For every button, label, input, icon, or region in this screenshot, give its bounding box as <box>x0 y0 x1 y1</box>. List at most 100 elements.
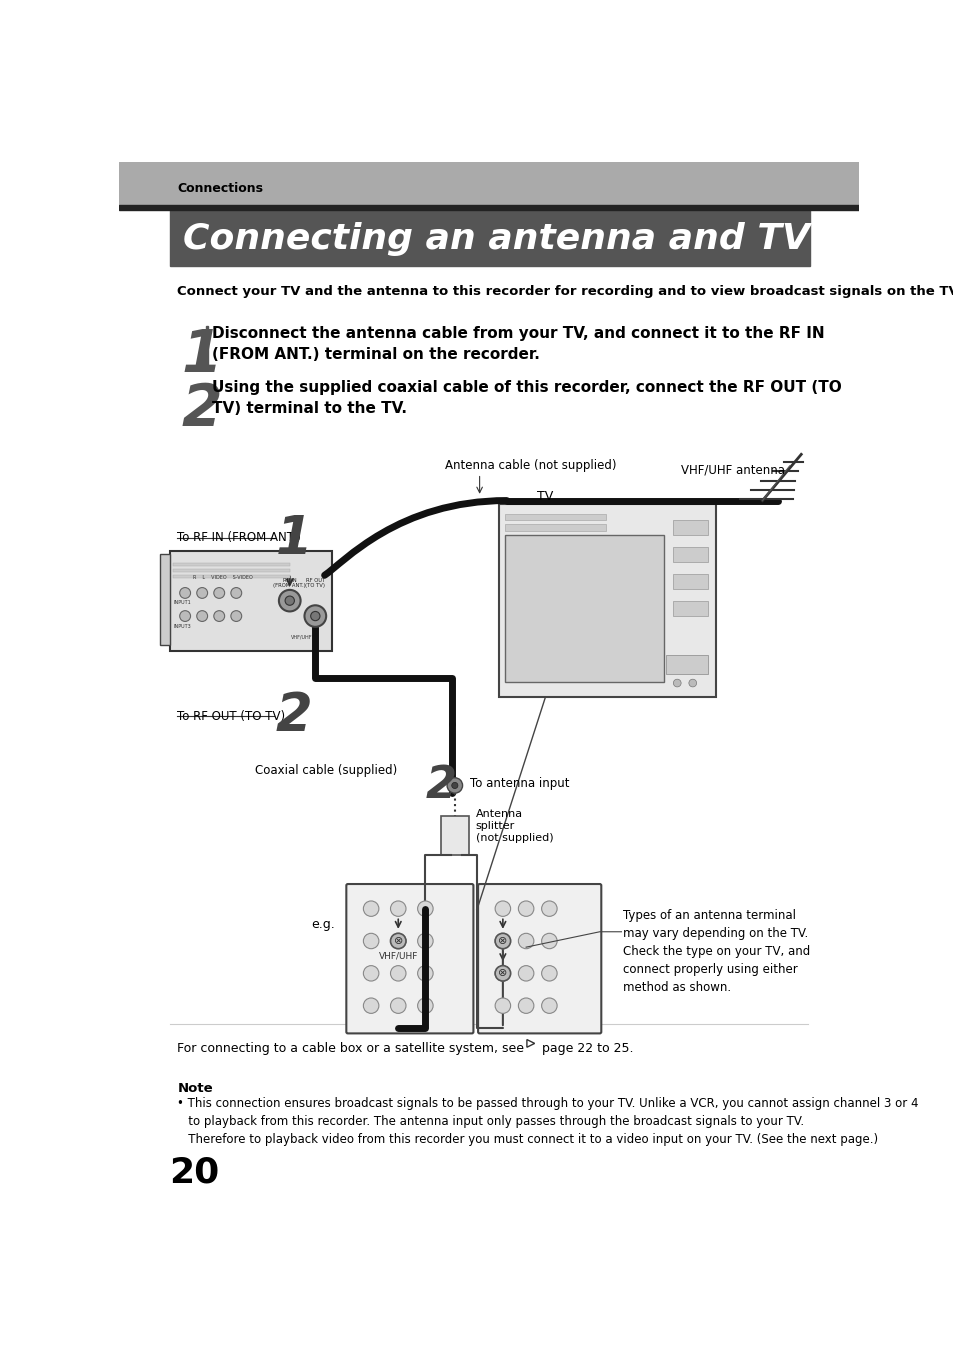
Bar <box>119 162 858 206</box>
Circle shape <box>541 900 557 917</box>
Bar <box>498 504 716 697</box>
Circle shape <box>213 611 224 621</box>
Circle shape <box>452 782 457 789</box>
Bar <box>505 524 605 531</box>
Circle shape <box>495 965 510 981</box>
Circle shape <box>231 611 241 621</box>
Text: Disconnect the antenna cable from your TV, and connect it to the RF IN
(FROM ANT: Disconnect the antenna cable from your T… <box>212 326 824 361</box>
Bar <box>673 547 707 562</box>
Text: Connect your TV and the antenna to this recorder for recording and to view broad: Connect your TV and the antenna to this … <box>177 284 953 298</box>
Bar <box>673 601 707 616</box>
Text: 20: 20 <box>170 1155 219 1190</box>
Circle shape <box>363 965 378 981</box>
Circle shape <box>517 998 534 1014</box>
Circle shape <box>495 900 510 917</box>
Circle shape <box>278 590 300 612</box>
Circle shape <box>517 900 534 917</box>
Text: R    L    VIDEO    S-VIDEO: R L VIDEO S-VIDEO <box>193 576 253 580</box>
Text: Connecting an antenna and TV: Connecting an antenna and TV <box>183 222 809 256</box>
Text: RF IN
(FROM ANT.): RF IN (FROM ANT.) <box>274 577 306 588</box>
Bar <box>160 554 170 644</box>
Circle shape <box>390 933 406 949</box>
Text: 2: 2 <box>181 381 222 438</box>
Circle shape <box>541 998 557 1014</box>
Circle shape <box>390 933 406 949</box>
FancyBboxPatch shape <box>346 884 473 1034</box>
Bar <box>444 847 464 849</box>
Text: VHF/UHF: VHF/UHF <box>291 635 313 639</box>
Text: To antenna input: To antenna input <box>469 778 568 790</box>
Circle shape <box>304 605 326 627</box>
Bar <box>206 326 208 368</box>
Circle shape <box>390 900 406 917</box>
Text: ⊗: ⊗ <box>497 968 507 979</box>
Bar <box>505 514 605 520</box>
Bar <box>673 520 707 535</box>
Text: INPUT3: INPUT3 <box>173 624 191 628</box>
Circle shape <box>495 933 510 949</box>
Circle shape <box>363 998 378 1014</box>
Circle shape <box>417 998 433 1014</box>
Text: Coaxial cable (supplied): Coaxial cable (supplied) <box>254 763 396 776</box>
Circle shape <box>231 588 241 599</box>
Circle shape <box>363 933 378 949</box>
Circle shape <box>285 596 294 605</box>
Circle shape <box>495 933 510 949</box>
Text: Note: Note <box>177 1082 213 1095</box>
Text: • This connection ensures broadcast signals to be passed through to your TV. Unl: • This connection ensures broadcast sign… <box>177 1097 918 1146</box>
Bar <box>119 205 858 209</box>
Circle shape <box>311 612 319 620</box>
Text: Antenna
splitter
(not supplied): Antenna splitter (not supplied) <box>476 809 553 844</box>
Circle shape <box>688 679 696 687</box>
Circle shape <box>517 965 534 981</box>
Bar <box>173 576 290 578</box>
Text: To RF OUT (TO TV): To RF OUT (TO TV) <box>177 709 285 723</box>
Text: 1: 1 <box>181 328 222 384</box>
Text: INPUT1: INPUT1 <box>173 600 191 605</box>
Text: page 22 to 25.: page 22 to 25. <box>537 1042 633 1055</box>
Circle shape <box>417 933 433 949</box>
Bar <box>505 535 663 682</box>
Text: TV: TV <box>537 491 553 503</box>
Text: Types of an antenna terminal
may vary depending on the TV.
Check the type on you: Types of an antenna terminal may vary de… <box>622 909 809 993</box>
Circle shape <box>541 965 557 981</box>
Circle shape <box>417 900 433 917</box>
Circle shape <box>417 965 433 981</box>
Bar <box>170 550 332 651</box>
Bar <box>444 842 464 845</box>
Text: Antenna cable (not supplied): Antenna cable (not supplied) <box>444 460 616 472</box>
Circle shape <box>213 588 224 599</box>
Text: 1: 1 <box>275 514 313 565</box>
Bar <box>665 655 707 674</box>
Bar <box>170 209 809 266</box>
Text: Connections: Connections <box>177 182 263 195</box>
Circle shape <box>541 933 557 949</box>
Text: e.g.: e.g. <box>311 918 335 930</box>
Circle shape <box>673 679 680 687</box>
Circle shape <box>390 998 406 1014</box>
Circle shape <box>495 998 510 1014</box>
Circle shape <box>447 778 462 793</box>
Circle shape <box>179 588 191 599</box>
Text: ⊗: ⊗ <box>394 936 402 946</box>
Text: 2: 2 <box>425 764 456 807</box>
Bar <box>444 838 464 841</box>
Bar <box>440 817 468 855</box>
Circle shape <box>363 900 378 917</box>
Bar <box>444 834 464 838</box>
Bar <box>505 535 605 542</box>
Circle shape <box>517 933 534 949</box>
Text: To RF IN (FROM ANT.): To RF IN (FROM ANT.) <box>177 531 301 545</box>
Text: VHF/UHF: VHF/UHF <box>378 952 417 961</box>
Polygon shape <box>526 1039 534 1047</box>
Text: For connecting to a cable box or a satellite system, see: For connecting to a cable box or a satel… <box>177 1042 524 1055</box>
Text: ⊗: ⊗ <box>497 936 507 946</box>
FancyBboxPatch shape <box>477 884 600 1034</box>
Circle shape <box>179 611 191 621</box>
Circle shape <box>390 965 406 981</box>
Bar <box>173 563 290 566</box>
Circle shape <box>196 611 208 621</box>
Text: RF OUT
(TO TV): RF OUT (TO TV) <box>305 577 325 588</box>
Bar <box>173 569 290 572</box>
Text: 2: 2 <box>275 690 313 743</box>
